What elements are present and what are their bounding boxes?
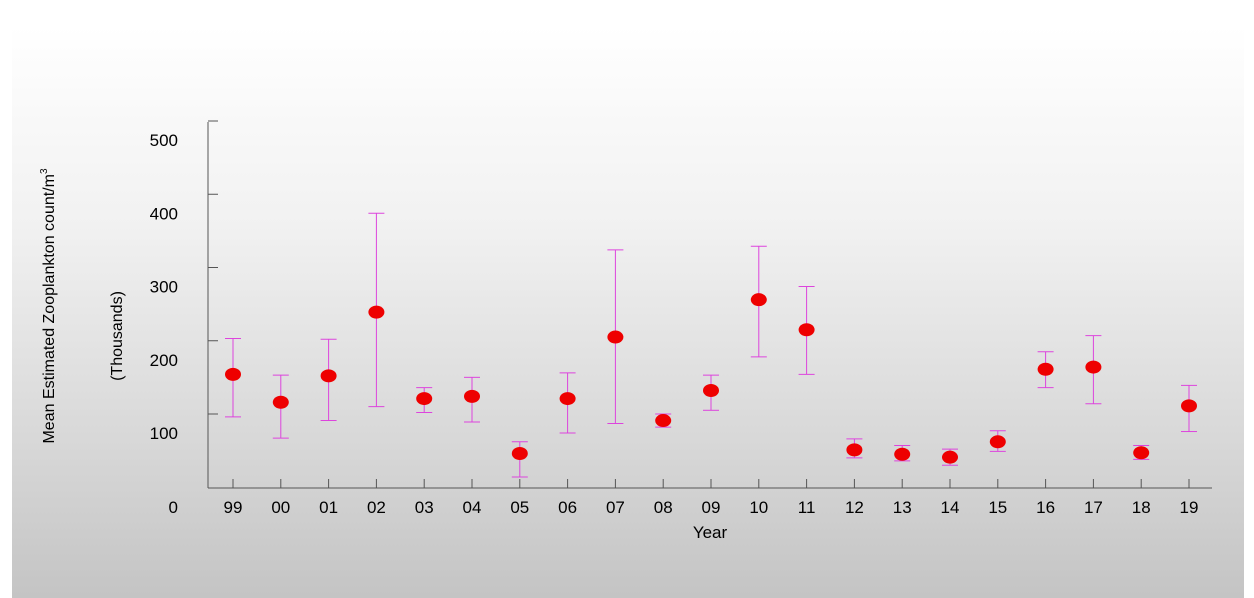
x-tick-label: 04 xyxy=(463,498,482,517)
axes xyxy=(207,122,1212,489)
data-point xyxy=(368,305,385,319)
x-tick-label: 00 xyxy=(271,498,290,517)
x-tick-label: 06 xyxy=(558,498,577,517)
data-point xyxy=(1037,362,1054,376)
y-ticks: 0 100 200 300 400 500 xyxy=(150,120,218,517)
data-point xyxy=(225,367,241,381)
x-tick-label: 05 xyxy=(510,498,529,517)
data-point xyxy=(559,392,576,406)
data-point xyxy=(320,369,337,383)
x-tick-label: 12 xyxy=(845,498,864,517)
x-tick-label: 07 xyxy=(606,498,625,517)
y-axis-label-superscript: 3 xyxy=(39,168,50,174)
x-tick-label: 11 xyxy=(798,498,816,517)
data-point xyxy=(1085,360,1102,374)
x-tick-label: 08 xyxy=(654,498,673,517)
x-tick-label: 13 xyxy=(893,498,912,517)
y-axis-label-main: Mean Estimated Zooplankton count/m xyxy=(41,174,58,443)
y-tick-label: 400 xyxy=(150,204,178,223)
y-tick-label: 200 xyxy=(150,351,178,370)
x-tick-label: 03 xyxy=(415,498,434,517)
data-point xyxy=(846,443,863,457)
chart-plot: 0 100 200 300 400 500 99 00 01 02 03 04 05 06 07 08 09 1… xyxy=(39,120,1212,542)
x-tick-label: 10 xyxy=(749,498,768,517)
data-point xyxy=(1133,446,1150,460)
x-tick-label: 02 xyxy=(367,498,386,517)
data-point xyxy=(655,414,672,428)
x-tick-label: 16 xyxy=(1036,498,1055,517)
x-axis-label: Year xyxy=(693,523,728,542)
y-tick-label: 0 xyxy=(169,498,178,517)
x-tick-label: 01 xyxy=(319,498,338,517)
data-points xyxy=(225,293,1197,464)
x-tick-label: 19 xyxy=(1180,498,1199,517)
data-point xyxy=(942,450,958,464)
data-point xyxy=(416,392,433,406)
data-point xyxy=(894,447,911,461)
x-tick-label: 09 xyxy=(702,498,721,517)
data-point xyxy=(750,293,767,307)
y-axis-units-label: (Thousands) xyxy=(109,291,126,381)
y-tick-label: 500 xyxy=(150,131,178,150)
data-point xyxy=(272,395,289,409)
x-tick-label: 15 xyxy=(988,498,1007,517)
x-tick-label: 99 xyxy=(224,498,243,517)
x-tick-label: 18 xyxy=(1132,498,1151,517)
chart-area: 0 100 200 300 400 500 99 00 01 02 03 04 05 06 07 08 09 1… xyxy=(12,26,1244,598)
y-tick-label: 300 xyxy=(150,278,178,297)
data-point xyxy=(1181,399,1197,413)
error-bars xyxy=(225,212,1197,478)
data-point xyxy=(511,447,528,461)
x-tick-label: 14 xyxy=(941,498,960,517)
y-axis-label: Mean Estimated Zooplankton count/m3 xyxy=(39,168,58,443)
x-ticks: 99 00 01 02 03 04 05 06 07 08 09 10 11 12 13 14 15 16 17 18… xyxy=(224,479,1199,517)
x-tick-label: 17 xyxy=(1084,498,1103,517)
data-point xyxy=(798,323,815,337)
data-point xyxy=(607,330,624,344)
y-tick-label: 100 xyxy=(150,424,178,443)
data-point xyxy=(464,389,480,403)
data-point xyxy=(703,384,719,398)
data-point xyxy=(989,435,1006,449)
